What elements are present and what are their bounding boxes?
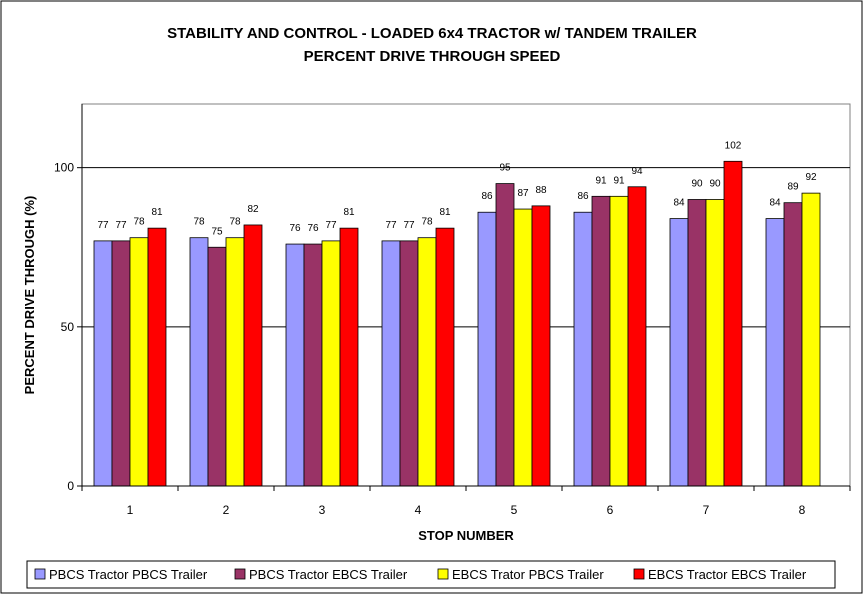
data-label: 88 [535,185,547,196]
data-label: 87 [517,188,529,199]
x-tick-label: 1 [127,503,134,517]
legend-swatch [437,568,449,580]
data-label: 89 [787,182,799,193]
data-label: 78 [133,217,145,228]
data-label: 95 [499,163,511,174]
x-tick-label: 7 [703,503,710,517]
x-tick-label: 5 [511,503,518,517]
bar [417,237,437,487]
bar [189,237,209,487]
data-label: 81 [343,207,355,218]
data-label: 86 [577,191,589,202]
chart-subtitle: PERCENT DRIVE THROUGH SPEED [304,48,561,65]
bar [783,202,803,487]
legend-swatch [234,568,246,580]
bar [303,243,323,487]
y-tick-label: 50 [61,320,75,334]
bar [765,218,785,487]
bar [285,243,305,487]
bar [531,205,551,487]
y-axis-title: PERCENT DRIVE THROUGH (%) [22,196,37,395]
bar [321,240,341,487]
bar [627,186,647,487]
data-label: 92 [805,172,817,183]
bar [207,246,227,487]
legend-swatch [633,568,645,580]
x-tick-label: 2 [223,503,230,517]
data-label: 77 [403,220,415,231]
data-label: 94 [631,166,643,177]
y-tick-label: 0 [67,479,74,493]
y-tick-label: 100 [54,161,74,175]
legend-label: PBCS Tractor PBCS Trailer [49,567,208,582]
bar [609,195,629,487]
data-label: 78 [421,217,433,228]
x-tick-label: 4 [415,503,422,517]
bar [513,208,533,487]
legend-box [26,560,836,589]
bar [669,218,689,487]
legend-label: EBCS Tractor EBCS Trailer [648,567,807,582]
x-tick-label: 3 [319,503,326,517]
bar [801,192,821,487]
legend-swatch [34,568,46,580]
bar [723,160,743,487]
data-label: 77 [115,220,127,231]
data-label: 76 [289,223,301,234]
bar [225,237,245,487]
x-tick-label: 6 [607,503,614,517]
data-label: 86 [481,191,493,202]
data-label: 77 [385,220,397,231]
data-label: 78 [193,217,205,228]
bar [93,240,113,487]
y-tick-labels: 0 50 100 [54,161,74,493]
data-label: 84 [769,198,781,209]
bar [687,199,707,487]
data-label: 102 [725,140,742,151]
bar [477,211,497,487]
data-label: 90 [691,179,703,190]
bar [399,240,419,487]
x-tick-label: 8 [799,503,806,517]
data-label: 82 [247,204,259,215]
data-label: 78 [229,217,241,228]
x-tick-labels: 1 2 3 4 5 6 7 8 [127,503,806,517]
bar [495,183,515,487]
bar [243,224,263,487]
chart-title: STABILITY AND CONTROL - LOADED 6x4 TRACT… [167,25,697,42]
data-label: 84 [673,198,685,209]
data-label: 76 [307,223,319,234]
bar [339,227,359,487]
bar [435,227,455,487]
bar [381,240,401,487]
data-label: 81 [151,207,163,218]
legend-label: PBCS Tractor EBCS Trailer [249,567,408,582]
data-label: 75 [211,226,223,237]
data-label: 91 [595,175,607,186]
data-label: 77 [97,220,109,231]
x-axis-title: STOP NUMBER [418,528,514,543]
data-labels: 77 77 78 81 78 75 78 82 76 76 77 81 77 77 78 81 86 95 87 88… [97,140,817,237]
axes [77,104,851,491]
data-label: 77 [325,220,337,231]
legend-label: EBCS Trator PBCS Trailer [452,567,604,582]
bar [147,227,167,487]
data-label: 91 [613,175,625,186]
data-label: 81 [439,207,451,218]
bars [93,160,821,487]
bar [111,240,131,487]
bar [129,237,149,487]
bar [573,211,593,487]
bar [705,199,725,487]
data-label: 90 [709,179,721,190]
bar [591,195,611,487]
legend: PBCS Tractor PBCS Trailer PBCS Tractor EB… [26,560,836,589]
